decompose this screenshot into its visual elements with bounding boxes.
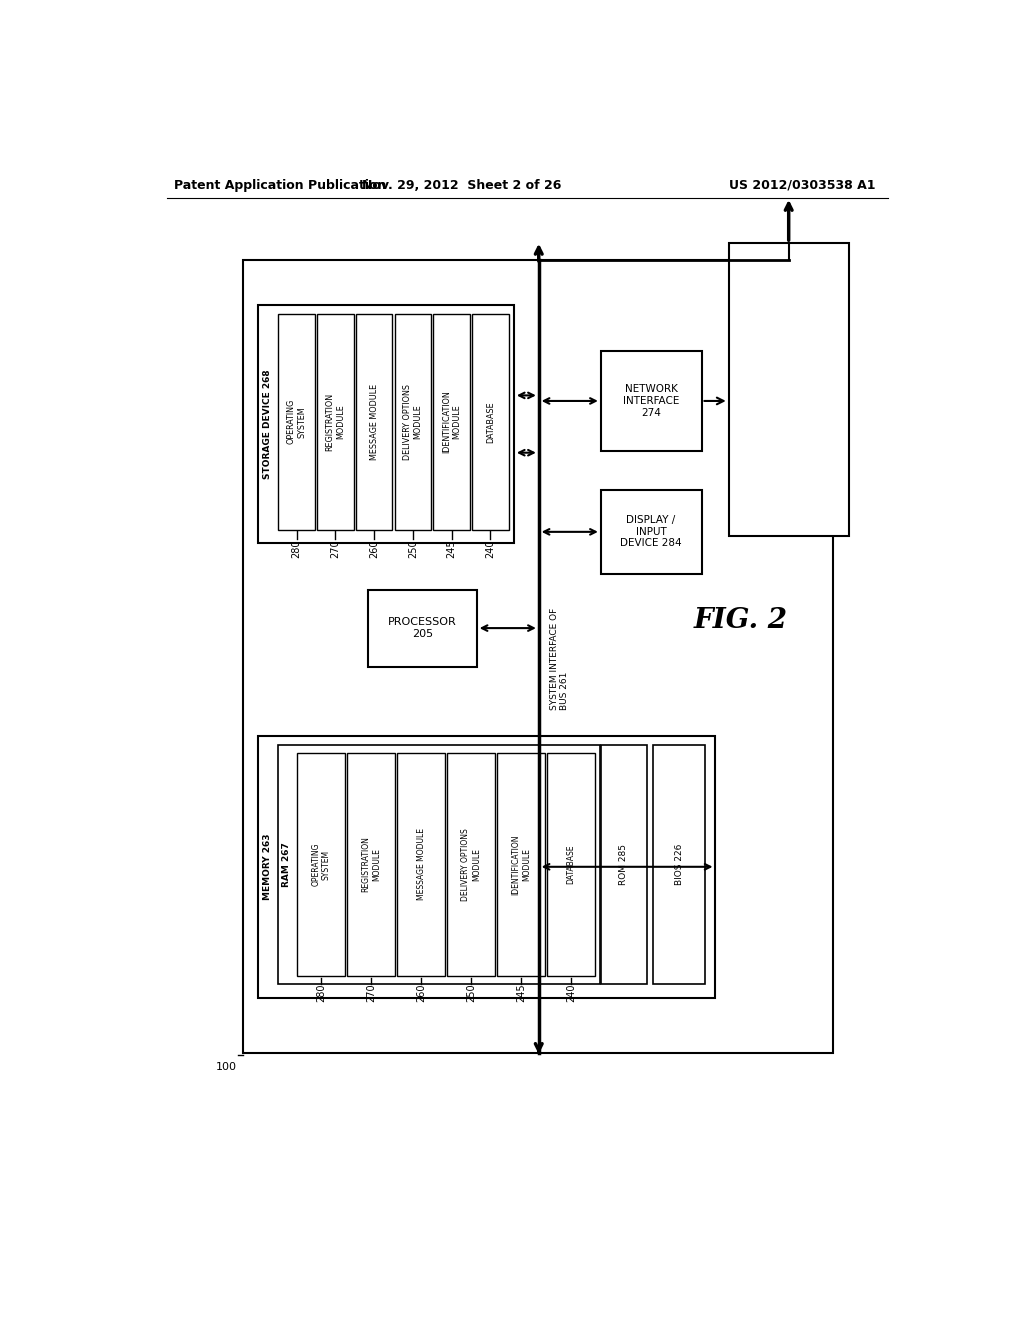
Text: NETWORK
INTERFACE
274: NETWORK INTERFACE 274: [623, 384, 679, 417]
Text: DATABASE: DATABASE: [485, 401, 495, 442]
Bar: [472, 314, 509, 529]
Text: MESSAGE MODULE: MESSAGE MODULE: [370, 384, 379, 459]
Bar: [297, 752, 345, 977]
Text: RAM 267: RAM 267: [283, 842, 292, 887]
Text: Patent Application Publication: Patent Application Publication: [174, 178, 387, 191]
Text: 280: 280: [292, 540, 301, 558]
Text: FIG. 2: FIG. 2: [693, 607, 787, 634]
Text: US 2012/0303538 A1: US 2012/0303538 A1: [729, 178, 876, 191]
Text: OPERATING
SYSTEM: OPERATING SYSTEM: [287, 399, 306, 445]
Text: 100: 100: [215, 1063, 237, 1072]
Text: MESSAGE MODULE: MESSAGE MODULE: [417, 829, 426, 900]
Text: 270: 270: [367, 983, 376, 1002]
Text: REGISTRATION
MODULE: REGISTRATION MODULE: [361, 837, 381, 892]
Text: 280: 280: [316, 983, 327, 1002]
Text: IDENTIFICATION
MODULE: IDENTIFICATION MODULE: [511, 834, 530, 895]
Bar: [394, 314, 431, 529]
Text: MEMORY 263: MEMORY 263: [263, 833, 272, 900]
Text: BIOS 226: BIOS 226: [675, 843, 684, 886]
Text: 250: 250: [466, 983, 476, 1002]
Bar: [446, 752, 496, 977]
Bar: [601, 744, 647, 983]
Text: 260: 260: [416, 983, 426, 1002]
Text: PROCESSOR
205: PROCESSOR 205: [388, 618, 457, 639]
Bar: [258, 737, 716, 998]
Text: STORAGE DEVICE 268: STORAGE DEVICE 268: [263, 370, 272, 479]
Text: SYSTEM INTERFACE OF
BUS 261: SYSTEM INTERFACE OF BUS 261: [550, 607, 569, 710]
Text: OPERATING
SYSTEM: OPERATING SYSTEM: [311, 842, 331, 886]
Bar: [729, 243, 849, 536]
Text: 245: 245: [516, 983, 526, 1002]
Text: 245: 245: [446, 540, 457, 558]
Text: 270: 270: [331, 540, 340, 558]
Text: 260: 260: [369, 540, 379, 558]
Text: DELIVERY OPTIONS
MODULE: DELIVERY OPTIONS MODULE: [462, 828, 481, 900]
Text: 240: 240: [485, 540, 496, 558]
Bar: [369, 590, 477, 667]
Bar: [243, 260, 834, 1053]
Bar: [279, 744, 600, 983]
Bar: [433, 314, 470, 529]
Text: IDENTIFICATION
MODULE: IDENTIFICATION MODULE: [442, 391, 461, 453]
Bar: [601, 351, 701, 451]
Text: DATABASE: DATABASE: [566, 845, 575, 884]
Bar: [547, 752, 595, 977]
Text: DISPLAY /
INPUT
DEVICE 284: DISPLAY / INPUT DEVICE 284: [621, 515, 682, 548]
Bar: [356, 314, 392, 529]
Text: DELIVERY OPTIONS
MODULE: DELIVERY OPTIONS MODULE: [403, 384, 423, 459]
Bar: [601, 490, 701, 574]
Bar: [397, 752, 445, 977]
Text: Nov. 29, 2012  Sheet 2 of 26: Nov. 29, 2012 Sheet 2 of 26: [361, 178, 561, 191]
Bar: [317, 314, 353, 529]
Text: 250: 250: [408, 540, 418, 558]
Text: REGISTRATION
MODULE: REGISTRATION MODULE: [326, 392, 345, 451]
Text: ROM 285: ROM 285: [620, 843, 629, 884]
Bar: [279, 314, 314, 529]
Bar: [258, 305, 514, 544]
Bar: [497, 752, 546, 977]
Bar: [653, 744, 705, 983]
Bar: [347, 752, 395, 977]
Text: 240: 240: [566, 983, 577, 1002]
